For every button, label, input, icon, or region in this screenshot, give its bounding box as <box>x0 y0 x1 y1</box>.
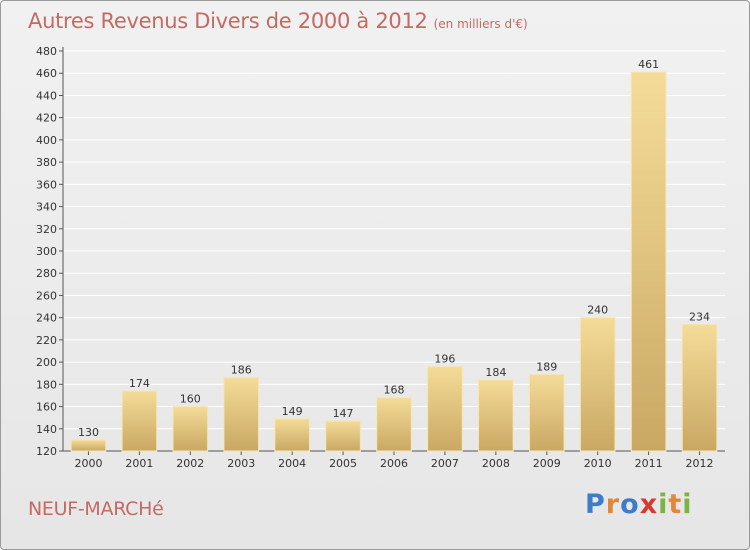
y-tick-label: 280 <box>36 267 57 280</box>
y-tick-label: 240 <box>36 312 57 325</box>
bar <box>274 418 310 452</box>
y-tick-label: 380 <box>36 156 57 169</box>
x-tick-label: 2007 <box>431 457 459 470</box>
bar <box>681 323 718 452</box>
x-tick-label: 2002 <box>176 457 204 470</box>
proxiti-logo[interactable]: Proxiti <box>585 489 693 520</box>
x-tick-label: 2011 <box>635 457 663 470</box>
town-name: NEUF-MARCHé <box>28 498 164 520</box>
logo-letter: r <box>605 489 621 520</box>
logo-letter: i <box>682 489 693 520</box>
y-tick-label: 220 <box>36 334 57 347</box>
y-tick-label: 120 <box>36 445 57 458</box>
y-tick-label: 440 <box>36 89 57 102</box>
bar <box>579 317 616 452</box>
x-tick-label: 2004 <box>278 457 306 470</box>
y-tick-label: 260 <box>36 289 57 302</box>
x-tick-label: 2006 <box>380 457 408 470</box>
y-tick-label: 460 <box>36 67 57 80</box>
y-tick-label: 320 <box>36 223 57 236</box>
y-tick-label: 180 <box>36 378 57 391</box>
bar <box>121 390 158 452</box>
data-label: 168 <box>384 384 405 397</box>
logo-letter: P <box>585 489 606 520</box>
grid-lines <box>63 50 725 430</box>
y-tick-label: 340 <box>36 201 57 214</box>
bars <box>70 71 718 452</box>
chart-title: Autres Revenus Divers de 2000 à 2012 (en … <box>28 9 528 33</box>
data-label: 189 <box>536 360 557 373</box>
x-tick-label: 2003 <box>227 457 255 470</box>
bar <box>528 373 565 452</box>
bar <box>478 379 514 452</box>
x-tick-label: 2010 <box>584 457 612 470</box>
x-tick-label: 2000 <box>74 457 102 470</box>
bar <box>427 366 463 452</box>
x-tick-label: 2005 <box>329 457 357 470</box>
y-tick-label: 300 <box>36 245 57 258</box>
y-tick-label: 360 <box>36 178 57 191</box>
logo-letter: o <box>620 489 640 520</box>
y-tick-label: 200 <box>36 356 57 369</box>
y-tick-label: 160 <box>36 401 57 414</box>
data-label: 234 <box>689 310 710 323</box>
logo-letter: i <box>658 489 669 520</box>
x-tick-label: 2012 <box>686 457 714 470</box>
data-label: 130 <box>78 426 99 439</box>
x-tick-label: 2009 <box>533 457 561 470</box>
data-label: 461 <box>638 58 659 71</box>
y-tick-label: 400 <box>36 134 57 147</box>
data-label: 149 <box>282 405 303 418</box>
bar <box>172 406 209 452</box>
chart-title-text: Autres Revenus Divers de 2000 à 2012 <box>28 9 428 33</box>
y-tick-label: 480 <box>36 45 57 58</box>
data-label: 240 <box>587 304 608 317</box>
x-tick-label: 2001 <box>125 457 153 470</box>
bar <box>325 420 361 452</box>
data-label: 147 <box>333 407 354 420</box>
data-label: 196 <box>434 353 455 366</box>
data-label: 160 <box>180 393 201 406</box>
data-label: 184 <box>485 366 506 379</box>
bar <box>70 439 107 452</box>
labels: 120 140 160 180 200 220 240 260 280 300 320 340 360 3… <box>36 45 714 470</box>
y-tick-label: 420 <box>36 112 57 125</box>
bar <box>376 397 412 452</box>
y-tick-label: 140 <box>36 423 57 436</box>
x-tick-label: 2008 <box>482 457 510 470</box>
logo-letter: t <box>668 489 683 520</box>
bar <box>630 71 667 452</box>
data-label: 174 <box>129 377 150 390</box>
data-label: 186 <box>231 364 252 377</box>
bar <box>223 377 260 452</box>
chart-subtitle: (en milliers d'€) <box>433 17 528 31</box>
logo-letter: x <box>639 489 659 520</box>
